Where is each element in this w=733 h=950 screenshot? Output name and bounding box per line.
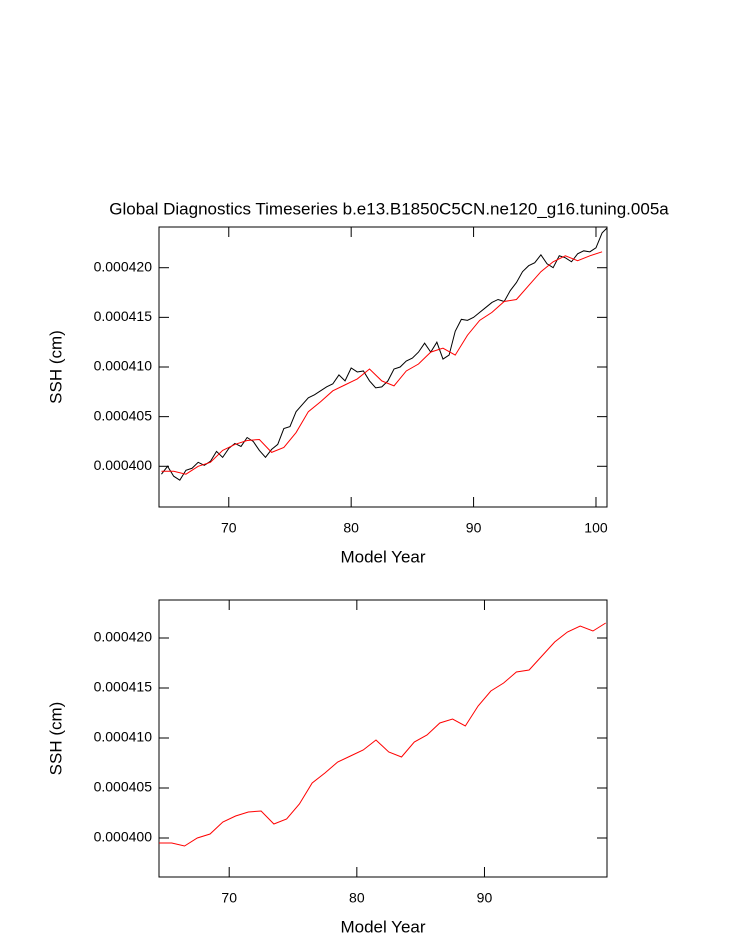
- x-axis-label: Model Year: [340, 547, 425, 566]
- y-tick-label: 0.000410: [94, 729, 153, 745]
- y-tick-label: 0.000420: [94, 629, 153, 645]
- y-axis-label: SSH (cm): [46, 330, 65, 404]
- chart: Model Year SSH (cm) 70 80 90 0.000400 0.000405…: [46, 599, 608, 936]
- y-tick-label: 0.000400: [94, 829, 153, 845]
- y-tick-label: 0.000405: [94, 407, 153, 423]
- y-axis-label: SSH (cm): [46, 702, 65, 776]
- y-tick-label: 0.000405: [94, 779, 153, 795]
- x-tick-label: 80: [343, 520, 359, 536]
- x-tick-label: 90: [477, 890, 493, 906]
- chart-title: Global Diagnostics Timeseries b.e13.B185…: [109, 199, 669, 218]
- plot-frame: [158, 599, 608, 878]
- y-tick-label: 0.000415: [94, 679, 153, 695]
- x-tick-label: 90: [466, 520, 482, 536]
- x-tick-label: 80: [349, 890, 365, 906]
- y-tick-label: 0.000415: [94, 308, 153, 324]
- x-axis-label: Model Year: [340, 917, 425, 936]
- series-line: [161, 251, 603, 475]
- chart: Global Diagnostics Timeseries b.e13.B185…: [46, 199, 669, 566]
- series-line: [159, 622, 606, 847]
- series-line: [161, 227, 608, 481]
- x-tick-label: 70: [221, 520, 237, 536]
- y-tick-label: 0.000420: [94, 258, 153, 274]
- x-tick-label: 70: [221, 890, 237, 906]
- plot-frame: [158, 226, 608, 508]
- x-tick-label: 100: [584, 520, 608, 536]
- y-tick-label: 0.000400: [94, 457, 153, 473]
- y-tick-label: 0.000410: [94, 358, 153, 374]
